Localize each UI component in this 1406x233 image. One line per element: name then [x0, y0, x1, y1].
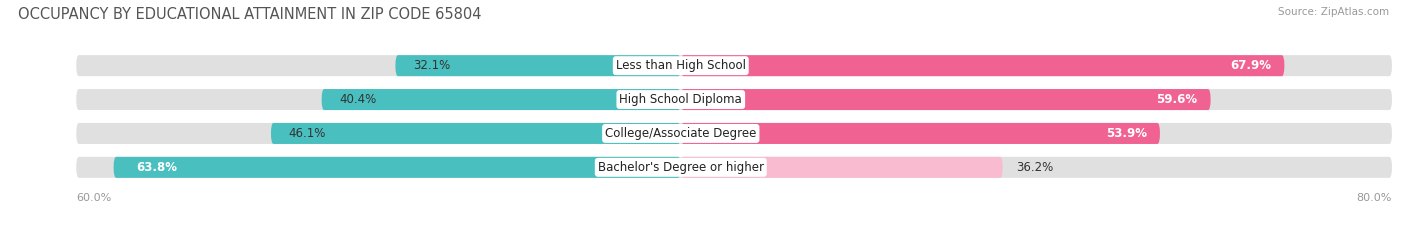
Text: College/Associate Degree: College/Associate Degree — [605, 127, 756, 140]
FancyBboxPatch shape — [114, 157, 681, 178]
Text: 36.2%: 36.2% — [1017, 161, 1053, 174]
Text: 80.0%: 80.0% — [1357, 193, 1392, 203]
Text: OCCUPANCY BY EDUCATIONAL ATTAINMENT IN ZIP CODE 65804: OCCUPANCY BY EDUCATIONAL ATTAINMENT IN Z… — [18, 7, 482, 22]
FancyBboxPatch shape — [395, 55, 681, 76]
FancyBboxPatch shape — [76, 55, 1392, 76]
FancyBboxPatch shape — [681, 123, 1160, 144]
FancyBboxPatch shape — [76, 123, 1392, 144]
FancyBboxPatch shape — [271, 123, 681, 144]
Text: 40.4%: 40.4% — [339, 93, 377, 106]
Text: 53.9%: 53.9% — [1105, 127, 1146, 140]
FancyBboxPatch shape — [681, 157, 1002, 178]
Text: 46.1%: 46.1% — [288, 127, 326, 140]
Text: Bachelor's Degree or higher: Bachelor's Degree or higher — [598, 161, 763, 174]
Text: 59.6%: 59.6% — [1156, 93, 1198, 106]
Text: 67.9%: 67.9% — [1230, 59, 1271, 72]
Text: Source: ZipAtlas.com: Source: ZipAtlas.com — [1278, 7, 1389, 17]
Text: 32.1%: 32.1% — [413, 59, 450, 72]
FancyBboxPatch shape — [681, 89, 1211, 110]
FancyBboxPatch shape — [322, 89, 681, 110]
FancyBboxPatch shape — [681, 55, 1284, 76]
Text: High School Diploma: High School Diploma — [620, 93, 742, 106]
FancyBboxPatch shape — [76, 157, 1392, 178]
Text: Less than High School: Less than High School — [616, 59, 745, 72]
Text: 63.8%: 63.8% — [136, 161, 177, 174]
Text: 60.0%: 60.0% — [76, 193, 111, 203]
FancyBboxPatch shape — [76, 89, 1392, 110]
